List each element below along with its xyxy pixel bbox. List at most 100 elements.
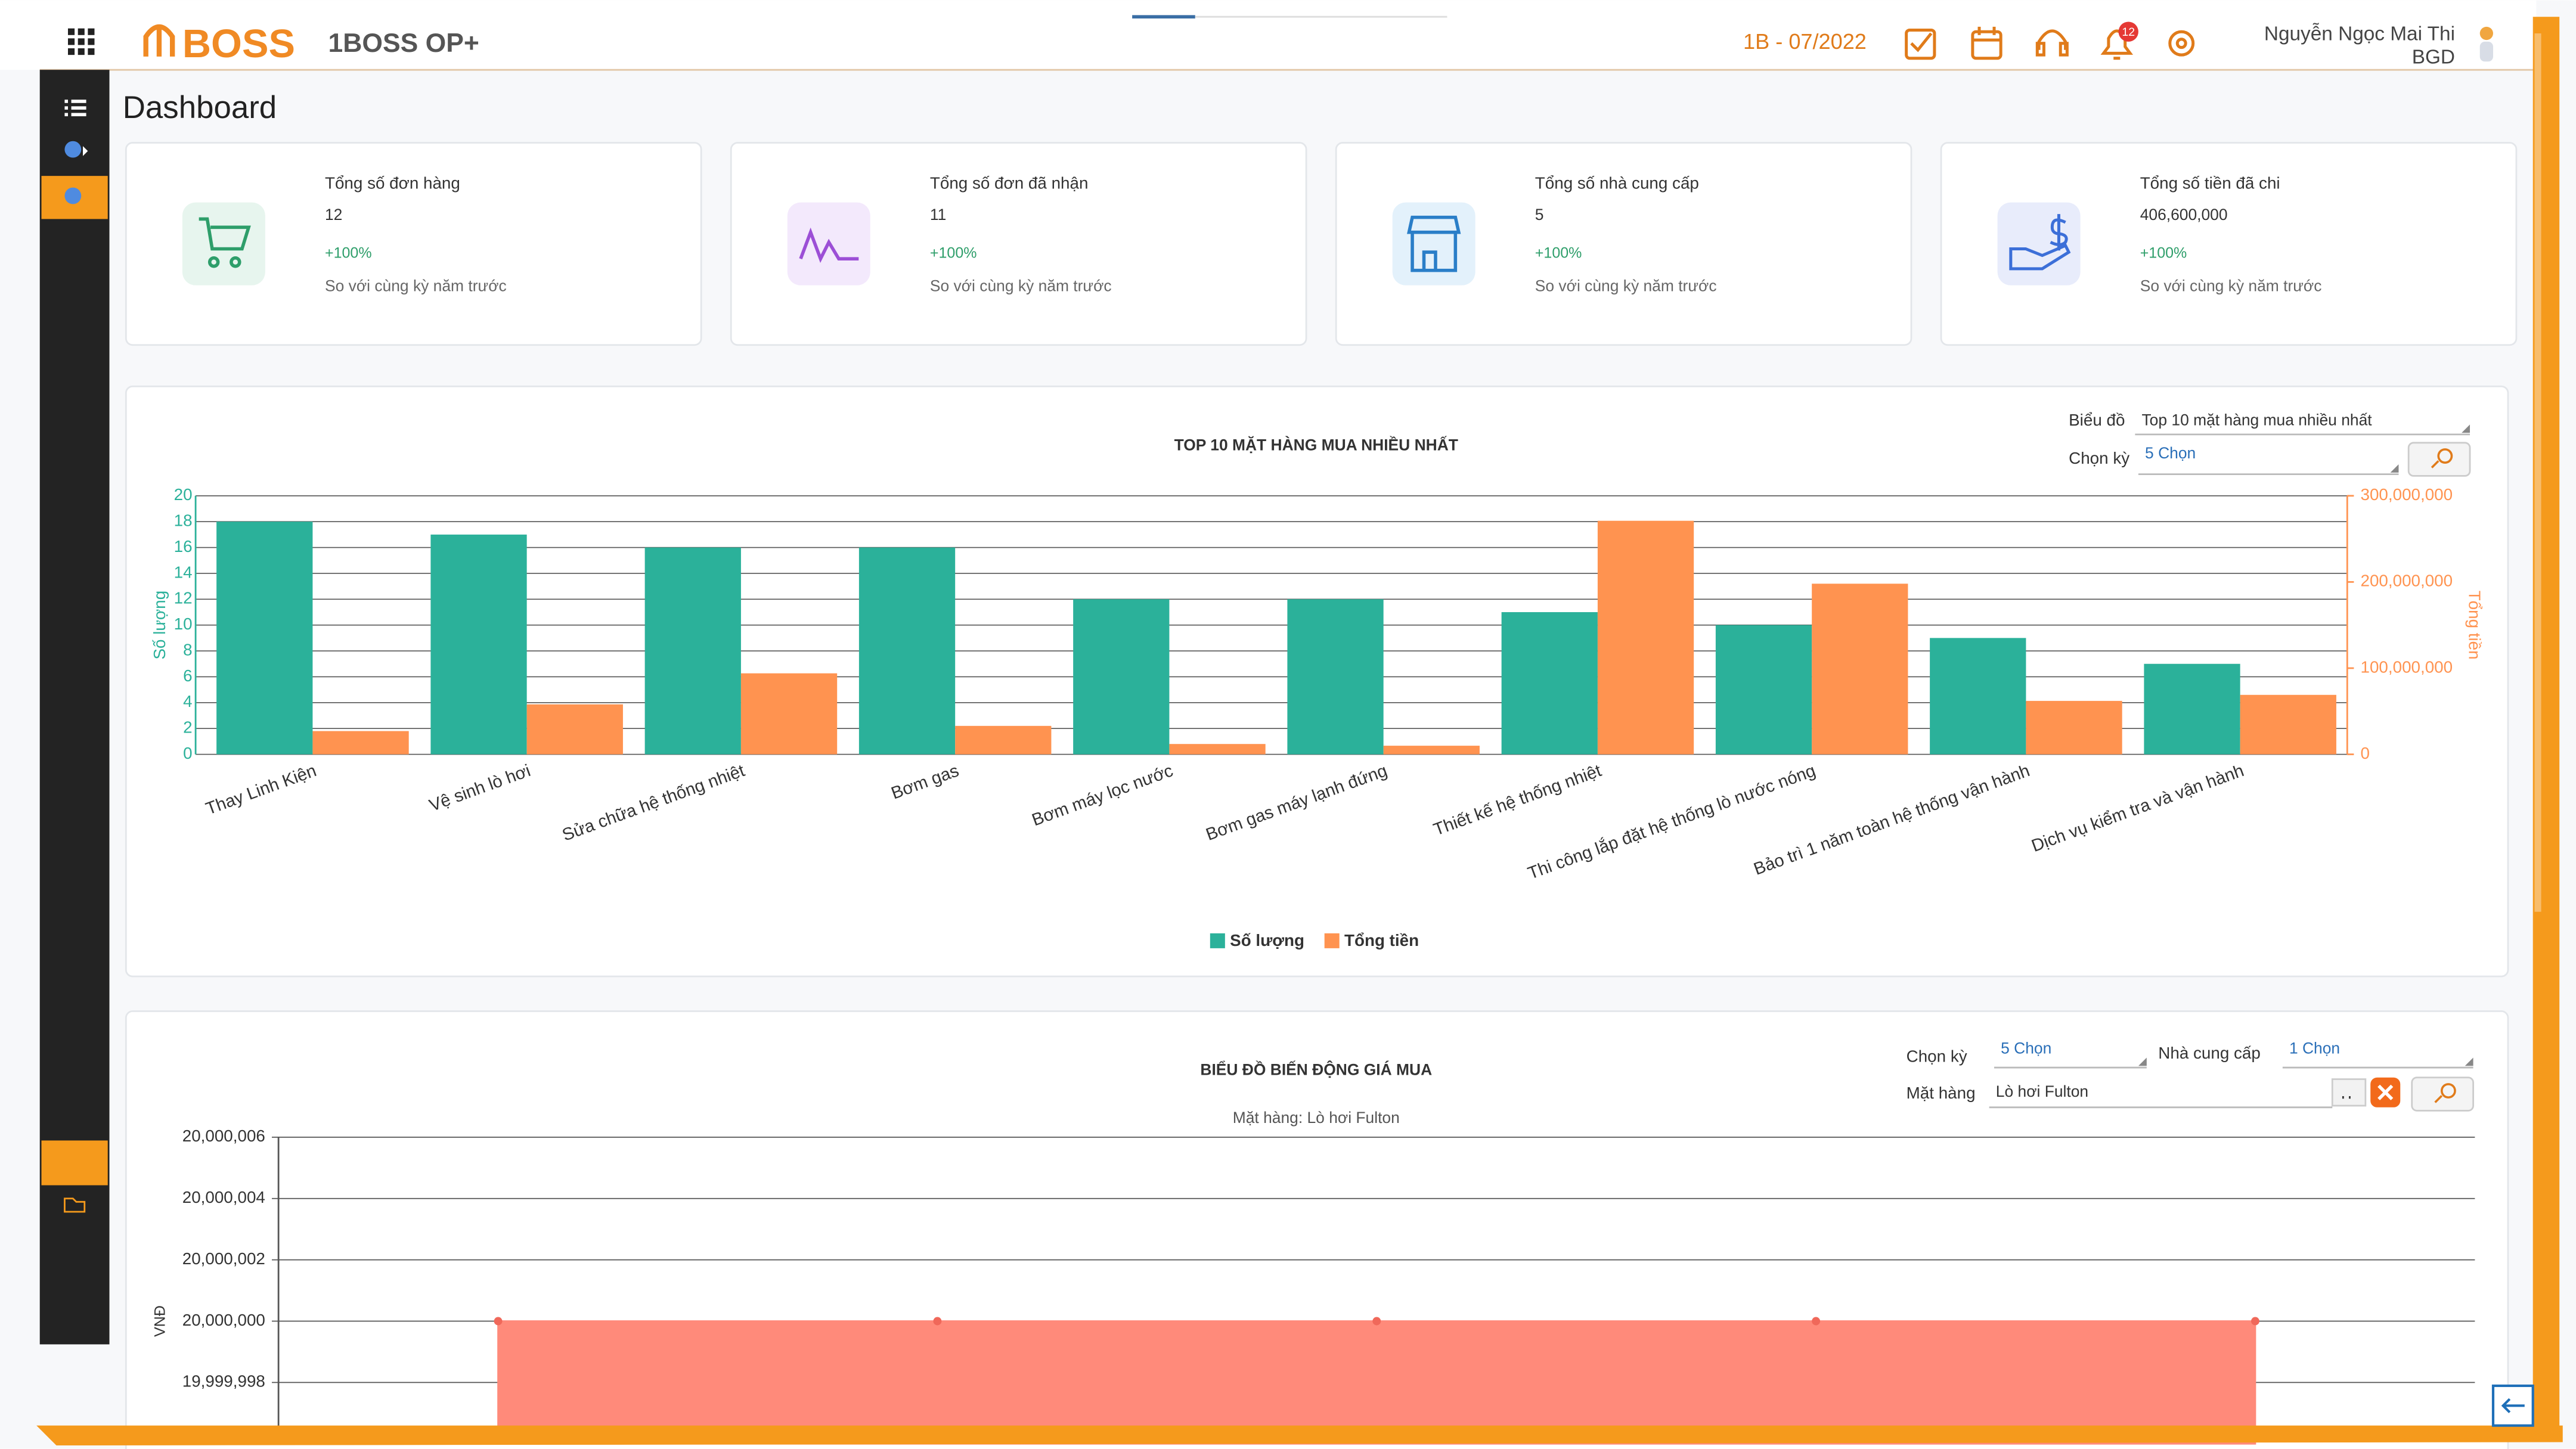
avatar[interactable] <box>2479 26 2493 62</box>
support-icon[interactable] <box>2035 29 2069 57</box>
y-axis-label: VNĐ <box>151 1305 168 1337</box>
bar <box>740 673 838 755</box>
y-tick-label: 4 <box>183 692 192 710</box>
dropdown-arrow <box>2390 464 2399 473</box>
notification-count: 12 <box>2122 26 2135 39</box>
filter-value[interactable]: 1 Chọn <box>2289 1039 2340 1057</box>
period[interactable]: 1B - 07/2022 <box>1743 29 1867 54</box>
stat-label: Tổng số nhà cung cấp <box>1535 173 1699 192</box>
user-name[interactable]: Nguyễn Ngọc Mai Thi <box>2264 23 2455 45</box>
stat-change: +100% <box>930 244 977 261</box>
point[interactable] <box>1812 1317 1821 1326</box>
stat-value: 5 <box>1535 206 1544 224</box>
stat-card <box>1335 142 1912 346</box>
folder-icon[interactable] <box>64 1197 86 1213</box>
stat-card <box>730 142 1307 346</box>
user-role: BGD <box>2412 46 2455 69</box>
search-icon[interactable] <box>2434 1083 2456 1103</box>
stat-value: 11 <box>930 206 946 224</box>
stat-value: 406,600,000 <box>2140 206 2228 224</box>
filter-value[interactable]: 5 Chọn <box>2001 1039 2051 1057</box>
clear-icon[interactable] <box>2377 1084 2394 1100</box>
module-icon <box>64 187 82 204</box>
logo[interactable]: BOSS <box>182 22 295 66</box>
stat-change: +100% <box>1535 244 1582 261</box>
y-tick-label: 20,000,002 <box>182 1249 265 1268</box>
filter-label: Biểu đồ <box>2069 411 2125 429</box>
filter-value[interactable]: Lò hơi Fulton <box>1996 1082 2088 1100</box>
scrollbar[interactable] <box>2534 33 2541 912</box>
bar <box>644 547 741 755</box>
search-icon[interactable] <box>2431 448 2453 468</box>
y-tick-label: 14 <box>174 563 193 581</box>
chart-title: BIỂU ĐỒ BIẾN ĐỘNG GIÁ MUA <box>1200 1061 1432 1079</box>
dropdown-arrow <box>2462 424 2470 433</box>
bar <box>526 704 623 755</box>
settings-icon[interactable] <box>2168 30 2195 57</box>
bar <box>2240 694 2336 755</box>
point[interactable] <box>933 1317 942 1326</box>
cards: Tổng số đơn hàng 12 +100% So với cùng kỳ nă… <box>125 142 2518 346</box>
tasks-icon[interactable] <box>1905 28 1936 60</box>
bar <box>955 725 1052 755</box>
dropdown-arrow <box>2465 1057 2473 1066</box>
stat-note: So với cùng kỳ năm trước <box>930 277 1112 294</box>
y-tick-label: 6 <box>183 666 192 685</box>
y-tick-label: 12 <box>174 589 193 607</box>
bar <box>1383 746 1480 755</box>
window-frame <box>36 1425 2563 1446</box>
menu-icon[interactable] <box>64 100 86 117</box>
window-frame <box>2532 17 2560 1429</box>
apps-menu[interactable] <box>68 28 95 55</box>
module-icon[interactable] <box>64 141 88 158</box>
stat-note: So với cùng kỳ năm trước <box>325 277 507 294</box>
bar <box>2026 700 2122 755</box>
point[interactable] <box>1372 1317 1381 1326</box>
stat-label: Tổng số đơn hàng <box>325 173 460 192</box>
notification-icon[interactable] <box>2100 29 2134 60</box>
stat-label: Tổng số tiền đã chi <box>2140 173 2280 192</box>
calendar-icon[interactable] <box>1971 26 2002 60</box>
card-icons <box>182 202 2081 286</box>
charts: TOP 10 MẶT HÀNG MUA NHIỀU NHẤT 0 2 4 6 8 10 12 1… <box>150 436 2484 1445</box>
legend-label[interactable]: Tổng tiền <box>1344 931 1419 950</box>
legend-label[interactable]: Số lượng <box>1230 931 1304 950</box>
filter-value[interactable]: 5 Chọn <box>2145 444 2196 462</box>
y-tick-label: 19,999,998 <box>182 1372 265 1391</box>
bar <box>1715 625 1812 755</box>
bar <box>1287 599 1384 755</box>
stat-value: 12 <box>325 206 342 224</box>
stat-note: So với cùng kỳ năm trước <box>2140 277 2322 294</box>
stat-card <box>125 142 702 346</box>
area <box>497 1320 2256 1445</box>
filter-label: Nhà cung cấp <box>2158 1044 2261 1062</box>
exit-button[interactable] <box>2491 1384 2534 1427</box>
point[interactable] <box>494 1317 503 1326</box>
y-tick-label: 16 <box>174 537 193 556</box>
chart-subtitle: Mặt hàng: Lò hơi Fulton <box>1233 1109 1400 1127</box>
stat-card <box>1940 142 2518 346</box>
app-name: 1BOSS OP+ <box>328 29 479 58</box>
point[interactable] <box>2251 1317 2259 1326</box>
stat-change: +100% <box>325 244 372 261</box>
y-tick-label: 20,000,006 <box>182 1127 265 1145</box>
bar <box>1597 520 1694 755</box>
y-tick-label: 18 <box>174 511 193 530</box>
stat-change: +100% <box>2140 244 2187 261</box>
y-axis-label: Số lượng <box>150 591 169 660</box>
filter-label: Chọn kỳ <box>2069 449 2129 467</box>
browse-button[interactable] <box>2331 1078 2367 1107</box>
bar <box>1169 744 1266 755</box>
bar <box>1073 599 1170 755</box>
y-tick-label: 10 <box>174 615 193 633</box>
bar <box>312 731 409 755</box>
bar <box>2144 663 2240 755</box>
bar <box>1930 638 2026 755</box>
bar <box>430 534 527 755</box>
y-tick-label: 0 <box>183 744 192 762</box>
legend-swatch <box>1210 933 1225 948</box>
filter-value[interactable]: Top 10 mặt hàng mua nhiều nhất <box>2141 411 2372 429</box>
sidebar-folder-active[interactable] <box>41 1140 108 1186</box>
